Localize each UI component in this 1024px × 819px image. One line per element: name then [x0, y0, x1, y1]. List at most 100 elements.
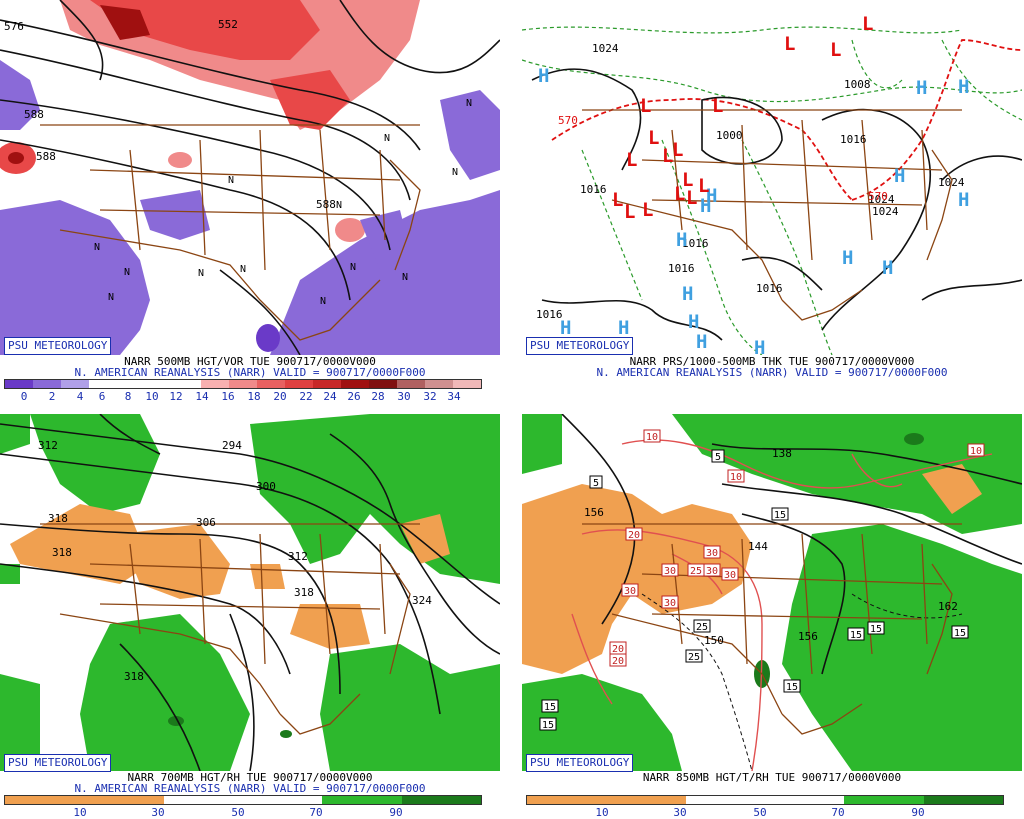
thickness-label: 570 [558, 114, 578, 127]
height-label: 150 [704, 634, 724, 647]
panel-700mb-rh: 312 294 300 318 318 306 312 318 324 318 … [0, 414, 500, 819]
contour-label: 318 [52, 546, 72, 559]
temp-label: 25 [693, 619, 711, 633]
svg-text:30: 30 [664, 598, 676, 609]
low-pressure-marker: L [672, 139, 683, 161]
svg-text:10: 10 [970, 446, 982, 457]
svg-text:25: 25 [696, 622, 708, 633]
high-pressure-marker: H [894, 165, 905, 187]
panel-title: NARR 700MB HGT/RH TUE 900717/0000V000 [127, 771, 373, 784]
temp-label: 20 [625, 527, 643, 541]
contour-label: 318 [124, 670, 144, 683]
temp-label: 25 [685, 649, 703, 663]
isobar-label: 1000 [716, 129, 743, 142]
low-pressure-marker: L [662, 145, 673, 167]
svg-text:15: 15 [544, 702, 556, 713]
svg-text:25: 25 [690, 566, 702, 577]
temp-label: 15 [783, 679, 801, 693]
low-pressure-marker: L [640, 95, 651, 117]
rh-colorbar [4, 795, 482, 805]
svg-text:15: 15 [542, 720, 554, 731]
svg-text:15: 15 [774, 510, 786, 521]
low-pressure-marker: L [682, 169, 693, 191]
svg-text:30: 30 [706, 566, 718, 577]
height-label: 156 [798, 630, 818, 643]
temp-label: 15 [867, 621, 885, 635]
n-label: N [94, 242, 100, 253]
low-pressure-marker: L [830, 39, 841, 61]
contour-label: 318 [294, 586, 314, 599]
panel-surface-pressure-thickness: 1024 1008 1000 1016 1016 1016 1016 1016 … [522, 0, 1022, 405]
n-label: N [228, 175, 234, 186]
temp-label: 30 [621, 583, 639, 597]
contour-label: 318 [48, 512, 68, 525]
vorticity-colorbar [4, 379, 482, 389]
svg-text:15: 15 [786, 682, 798, 693]
panel-subtitle: N. AMERICAN REANALYSIS (NARR) VALID = 90… [74, 782, 426, 795]
low-pressure-marker: L [698, 175, 709, 197]
panel-500mb-vorticity: 576 552 588 588 588 N N N N N N N N N N … [0, 0, 500, 405]
map-surface-pressure: 1024 1008 1000 1016 1016 1016 1016 1016 … [522, 0, 1022, 355]
contour-label: 552 [218, 18, 238, 31]
height-label: 156 [584, 506, 604, 519]
n-label: N [384, 133, 390, 144]
n-label: N [108, 292, 114, 303]
isobar-label: 1016 [536, 308, 563, 321]
svg-text:5: 5 [593, 478, 599, 489]
height-label: 162 [938, 600, 958, 613]
temp-label: 15 [951, 625, 969, 639]
temp-label: 25 [687, 563, 705, 577]
isobar-label: 1016 [840, 133, 867, 146]
low-pressure-marker: L [648, 127, 659, 149]
psu-meteorology-badge: PSU METEOROLOGY [4, 754, 112, 772]
svg-text:30: 30 [706, 548, 718, 559]
svg-text:5: 5 [715, 452, 721, 463]
temp-label: 30 [703, 545, 721, 559]
contour-label: 588 [316, 198, 336, 211]
high-pressure-marker: H [916, 77, 927, 99]
high-pressure-marker: H [682, 283, 693, 305]
contour-label: 324 [412, 594, 432, 607]
temp-label: 15 [539, 717, 557, 731]
n-label: N [336, 200, 342, 211]
n-label: N [452, 167, 458, 178]
contour-label: 294 [222, 439, 242, 452]
temp-label: 5 [711, 449, 725, 463]
svg-text:15: 15 [870, 624, 882, 635]
contour-label: 312 [288, 550, 308, 563]
svg-text:20: 20 [612, 656, 624, 667]
n-label: N [124, 267, 130, 278]
temp-label: 30 [661, 595, 679, 609]
height-label: 138 [772, 447, 792, 460]
high-pressure-marker: H [688, 311, 699, 333]
low-pressure-marker: L [784, 33, 795, 55]
contour-label: 588 [24, 108, 44, 121]
rh-scale-ticks: 10 30 50 70 90 [595, 806, 925, 819]
high-pressure-marker: H [618, 317, 629, 339]
contour-label: 576 [4, 20, 24, 33]
svg-text:30: 30 [664, 566, 676, 577]
isobar-label: 1024 [938, 176, 965, 189]
isobar-label: 1008 [844, 78, 871, 91]
height-label: 144 [748, 540, 768, 553]
n-label: N [198, 268, 204, 279]
isobar-label: 1016 [668, 262, 695, 275]
temp-label: 10 [643, 429, 661, 443]
thickness-label: 570 [868, 190, 888, 203]
isobar-label: 1024 [592, 42, 619, 55]
contour-label: 312 [38, 439, 58, 452]
svg-text:15: 15 [954, 628, 966, 639]
temp-label: 30 [721, 567, 739, 581]
low-pressure-marker: L [712, 95, 723, 117]
panel-title: NARR 850MB HGT/T/RH TUE 900717/0000V000 [642, 771, 902, 784]
panel-title: NARR 500MB HGT/VOR TUE 900717/0000V000 [124, 355, 376, 368]
high-pressure-marker: H [754, 337, 765, 355]
svg-text:10: 10 [646, 432, 658, 443]
low-pressure-marker: L [626, 149, 637, 171]
svg-text:30: 30 [724, 570, 736, 581]
low-pressure-marker: L [642, 199, 653, 221]
contour-label: 588 [36, 150, 56, 163]
isobar-label: 1016 [682, 237, 709, 250]
high-pressure-marker: H [696, 331, 707, 353]
contour-label: 300 [256, 480, 276, 493]
